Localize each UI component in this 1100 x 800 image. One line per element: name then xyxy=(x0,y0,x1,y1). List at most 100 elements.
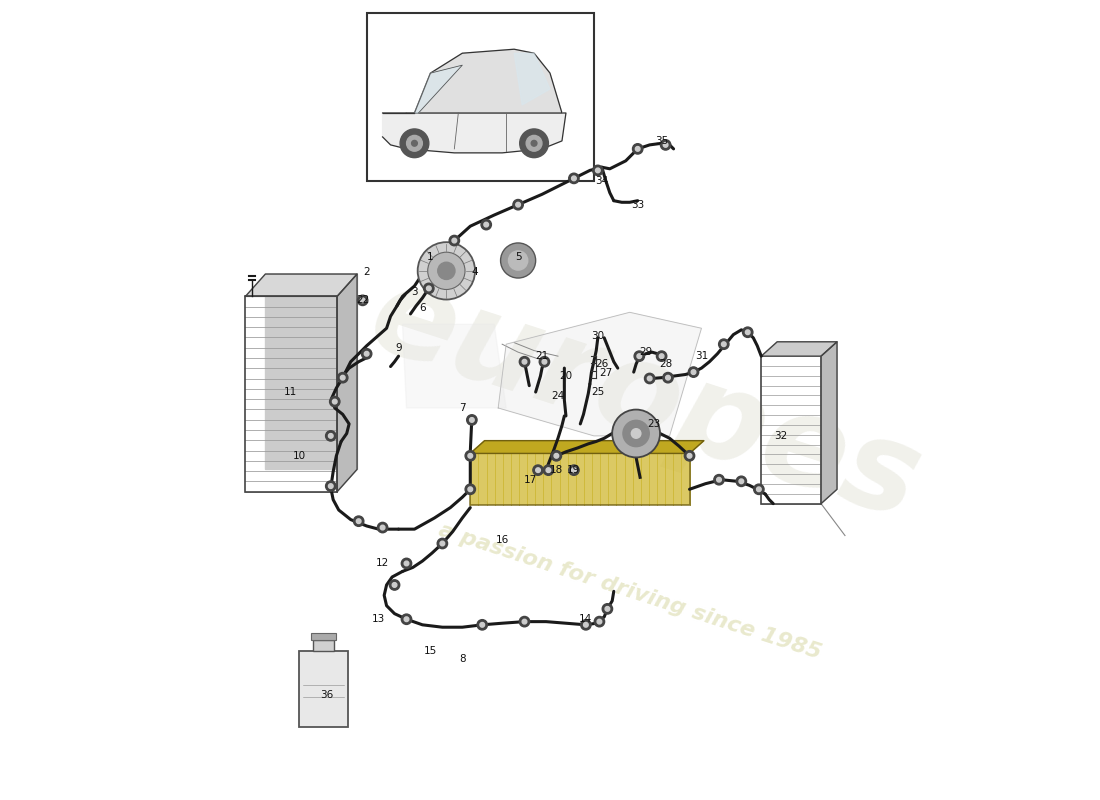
Circle shape xyxy=(377,522,388,533)
Circle shape xyxy=(613,410,660,458)
Text: 29: 29 xyxy=(639,347,652,357)
Circle shape xyxy=(657,351,667,362)
Text: 10: 10 xyxy=(293,451,306,461)
Text: 36: 36 xyxy=(320,690,333,700)
Text: 21: 21 xyxy=(536,351,549,361)
Circle shape xyxy=(329,434,333,438)
Polygon shape xyxy=(337,274,358,492)
Bar xyxy=(299,651,349,727)
Circle shape xyxy=(717,478,722,482)
Polygon shape xyxy=(761,342,837,356)
Polygon shape xyxy=(403,324,506,408)
Circle shape xyxy=(691,370,696,374)
Circle shape xyxy=(519,617,530,627)
Text: 7: 7 xyxy=(459,403,465,413)
Circle shape xyxy=(583,622,588,627)
Circle shape xyxy=(356,519,361,523)
Circle shape xyxy=(572,468,576,473)
Circle shape xyxy=(402,558,411,569)
Polygon shape xyxy=(498,312,702,436)
Circle shape xyxy=(663,373,673,383)
Circle shape xyxy=(526,135,542,151)
Circle shape xyxy=(353,516,364,526)
Text: 6: 6 xyxy=(419,303,426,314)
Text: 11: 11 xyxy=(284,387,297,397)
Circle shape xyxy=(569,465,579,475)
Circle shape xyxy=(546,468,551,473)
Circle shape xyxy=(746,330,750,334)
Circle shape xyxy=(714,474,724,485)
Circle shape xyxy=(424,283,434,294)
Circle shape xyxy=(718,339,729,350)
Circle shape xyxy=(381,526,385,530)
Text: 23: 23 xyxy=(647,419,660,429)
Circle shape xyxy=(400,129,429,158)
Text: 24: 24 xyxy=(551,391,564,401)
Circle shape xyxy=(361,298,365,302)
Circle shape xyxy=(519,357,530,367)
Circle shape xyxy=(440,541,444,546)
Circle shape xyxy=(338,373,348,383)
Text: 9: 9 xyxy=(395,343,402,353)
Polygon shape xyxy=(415,65,462,113)
Circle shape xyxy=(404,561,409,566)
Text: 17: 17 xyxy=(524,474,537,485)
Circle shape xyxy=(326,430,336,441)
Polygon shape xyxy=(383,113,565,153)
Circle shape xyxy=(666,375,670,380)
Bar xyxy=(366,14,594,181)
Polygon shape xyxy=(514,54,550,105)
Circle shape xyxy=(754,484,764,494)
Circle shape xyxy=(623,420,649,446)
Text: 18: 18 xyxy=(550,465,563,475)
Circle shape xyxy=(659,354,664,358)
Circle shape xyxy=(468,454,473,458)
Text: a passion for driving since 1985: a passion for driving since 1985 xyxy=(436,520,824,663)
Circle shape xyxy=(516,202,520,207)
Bar xyxy=(761,356,821,504)
Circle shape xyxy=(364,351,368,356)
Circle shape xyxy=(332,399,337,404)
Circle shape xyxy=(481,219,492,230)
Circle shape xyxy=(536,468,540,473)
Circle shape xyxy=(602,604,613,614)
Circle shape xyxy=(449,235,460,246)
Text: 5: 5 xyxy=(515,251,521,262)
Circle shape xyxy=(554,454,559,458)
Circle shape xyxy=(605,606,609,611)
Text: 2: 2 xyxy=(363,267,370,278)
Circle shape xyxy=(519,129,549,158)
Circle shape xyxy=(468,487,473,492)
Circle shape xyxy=(631,429,641,438)
Circle shape xyxy=(465,484,475,494)
Circle shape xyxy=(362,349,372,359)
Circle shape xyxy=(389,580,399,590)
Circle shape xyxy=(722,342,726,346)
Text: 20: 20 xyxy=(560,371,572,381)
Circle shape xyxy=(757,487,761,492)
Circle shape xyxy=(484,222,488,227)
Circle shape xyxy=(632,144,642,154)
Text: 8: 8 xyxy=(459,654,465,664)
Circle shape xyxy=(689,367,698,378)
Bar xyxy=(245,296,337,492)
Text: 16: 16 xyxy=(495,534,509,545)
Circle shape xyxy=(542,359,547,364)
Polygon shape xyxy=(245,274,358,296)
Text: 34: 34 xyxy=(595,176,608,186)
Polygon shape xyxy=(821,342,837,504)
Circle shape xyxy=(465,450,475,461)
Circle shape xyxy=(569,173,579,183)
Text: 27: 27 xyxy=(600,368,613,378)
Text: 1: 1 xyxy=(427,251,433,262)
Text: 31: 31 xyxy=(695,351,708,361)
Polygon shape xyxy=(471,441,704,454)
Circle shape xyxy=(428,252,465,290)
Circle shape xyxy=(543,465,553,475)
Circle shape xyxy=(480,622,485,627)
Circle shape xyxy=(522,619,527,624)
Text: 14: 14 xyxy=(580,614,593,624)
Circle shape xyxy=(645,374,654,384)
Circle shape xyxy=(663,142,668,147)
Circle shape xyxy=(594,617,605,627)
